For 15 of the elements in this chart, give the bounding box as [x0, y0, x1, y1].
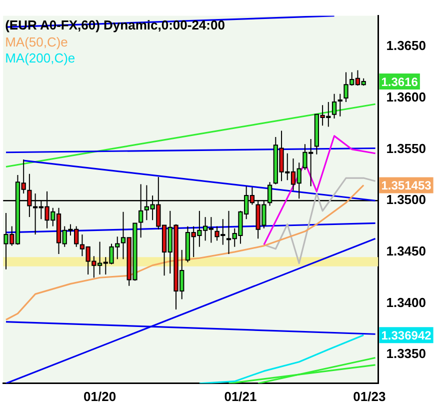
text: MA(50,C)e [5, 34, 68, 50]
text: 1.3616 [381, 74, 418, 89]
y-tick-label: 1.3350 [386, 346, 426, 362]
x-tick-label: 01/21 [224, 388, 257, 404]
y-tick-label: 1.3600 [386, 90, 426, 105]
text: 1.336942 [381, 328, 432, 342]
x-tick-label: 01/23 [353, 388, 386, 404]
text: MA(200,C)e [5, 50, 76, 66]
y-tick-label: 1.3650 [386, 38, 426, 54]
y-tick-label: 1.3450 [386, 244, 426, 259]
text: 1.351453 [381, 178, 432, 193]
y-tick-label: 1.3500 [386, 192, 426, 208]
y-tick-label: 1.3400 [386, 294, 426, 310]
y-tick-label: 1.3550 [386, 140, 426, 156]
x-tick-label: 01/20 [84, 388, 116, 404]
